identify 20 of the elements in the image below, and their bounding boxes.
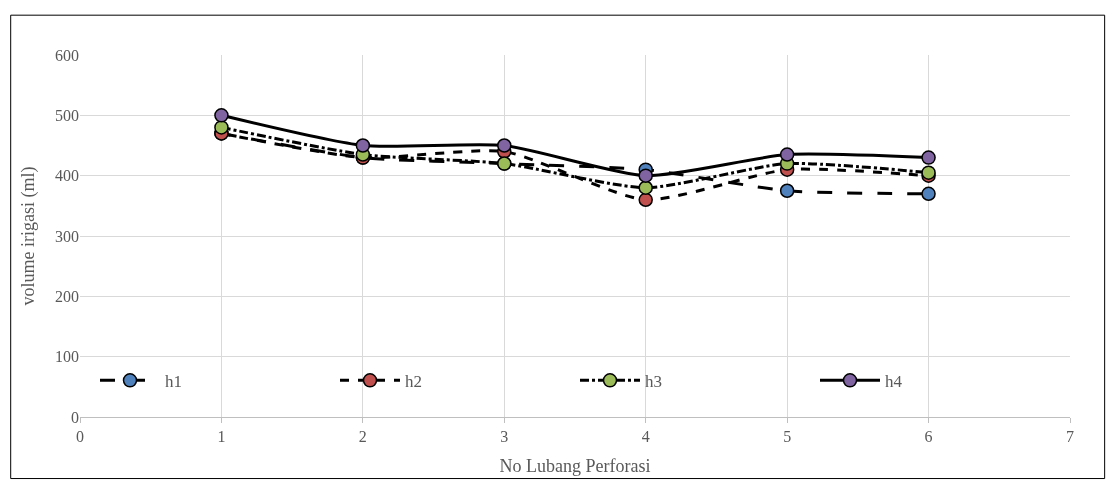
y-tick-label: 200 [55, 287, 79, 305]
x-tick-label: 6 [924, 428, 933, 446]
y-tick-label: 0 [71, 408, 79, 426]
x-tick-label: 7 [1066, 428, 1074, 446]
legend-label: h3 [645, 371, 662, 391]
y-tick-label: 600 [55, 46, 79, 64]
y-tick-label: 500 [55, 106, 79, 124]
x-tick-label: 5 [783, 428, 792, 446]
y-tick-label: 300 [55, 227, 79, 245]
x-tick-label: 1 [217, 428, 226, 446]
x-axis-title: No Lubang Perforasi [499, 456, 651, 477]
y-axis-title: volume irigasi (ml) [18, 166, 40, 306]
legend-label: h2 [405, 371, 422, 391]
y-tick-label: 100 [55, 348, 79, 366]
legend-label: h4 [885, 371, 903, 391]
x-tick-label: 4 [641, 428, 650, 446]
y-tick-label: 400 [55, 167, 79, 185]
legend-label: h1 [165, 371, 182, 391]
x-tick-label: 3 [500, 428, 509, 446]
x-tick-label: 2 [358, 428, 367, 446]
